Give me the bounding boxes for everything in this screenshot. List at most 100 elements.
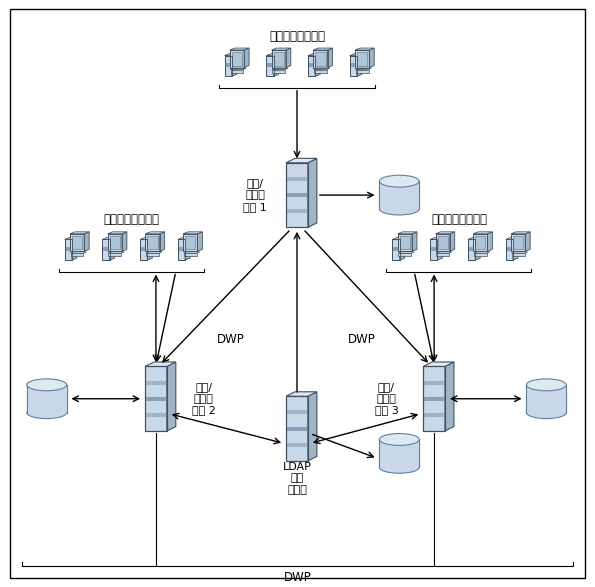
FancyBboxPatch shape	[183, 234, 198, 251]
Bar	[527, 385, 566, 413]
Polygon shape	[399, 252, 414, 254]
Polygon shape	[167, 362, 176, 431]
Polygon shape	[308, 53, 320, 56]
Bar	[356, 69, 368, 73]
Polygon shape	[184, 252, 200, 254]
Text: 行事曆
資料庫: 行事曆 資料庫	[537, 390, 556, 411]
Text: 行事曆
資料庫: 行事曆 資料庫	[37, 390, 57, 411]
Polygon shape	[244, 48, 249, 68]
Polygon shape	[525, 232, 530, 251]
Polygon shape	[468, 237, 480, 239]
Polygon shape	[436, 252, 452, 254]
FancyBboxPatch shape	[272, 50, 286, 68]
Bar	[380, 440, 419, 467]
Bar	[184, 254, 197, 257]
Polygon shape	[198, 232, 202, 251]
Bar	[273, 69, 285, 73]
Bar	[231, 69, 243, 73]
Bar	[393, 247, 399, 251]
Text: 行事曆
資料庫: 行事曆 資料庫	[389, 186, 409, 208]
Polygon shape	[445, 362, 454, 431]
Bar	[27, 385, 67, 413]
Polygon shape	[308, 158, 317, 227]
FancyBboxPatch shape	[140, 239, 148, 260]
Bar	[287, 443, 307, 447]
FancyBboxPatch shape	[109, 236, 120, 249]
Bar	[146, 380, 166, 384]
FancyBboxPatch shape	[468, 239, 475, 260]
FancyBboxPatch shape	[108, 234, 122, 251]
Bar	[267, 63, 273, 67]
FancyBboxPatch shape	[145, 366, 167, 431]
Polygon shape	[512, 252, 528, 254]
Polygon shape	[436, 232, 455, 234]
Polygon shape	[65, 237, 77, 239]
Bar	[436, 254, 449, 257]
Text: 行事曆一般使用者: 行事曆一般使用者	[431, 214, 487, 227]
Polygon shape	[183, 232, 202, 234]
Bar	[507, 247, 512, 251]
Bar	[309, 63, 314, 67]
Bar	[287, 427, 307, 430]
Bar	[380, 181, 419, 209]
FancyBboxPatch shape	[72, 236, 82, 249]
Polygon shape	[314, 68, 330, 69]
Polygon shape	[474, 252, 490, 254]
Bar	[179, 247, 184, 251]
Polygon shape	[178, 237, 190, 239]
Polygon shape	[230, 48, 249, 50]
FancyBboxPatch shape	[475, 236, 486, 249]
Bar	[351, 63, 356, 67]
Ellipse shape	[527, 379, 566, 391]
Polygon shape	[108, 232, 127, 234]
Bar	[146, 397, 166, 401]
Polygon shape	[369, 48, 374, 68]
FancyBboxPatch shape	[145, 234, 159, 251]
Polygon shape	[450, 232, 455, 251]
FancyBboxPatch shape	[70, 234, 84, 251]
Bar	[380, 181, 419, 209]
FancyBboxPatch shape	[393, 239, 400, 260]
FancyBboxPatch shape	[398, 234, 412, 251]
Polygon shape	[314, 48, 333, 50]
FancyBboxPatch shape	[178, 239, 185, 260]
Polygon shape	[102, 237, 115, 239]
Polygon shape	[84, 232, 89, 251]
Bar	[141, 247, 146, 251]
FancyBboxPatch shape	[430, 239, 437, 260]
FancyBboxPatch shape	[232, 52, 242, 66]
FancyBboxPatch shape	[230, 50, 244, 68]
FancyBboxPatch shape	[473, 234, 487, 251]
Bar	[65, 247, 71, 251]
FancyBboxPatch shape	[267, 56, 274, 76]
Bar	[27, 385, 67, 413]
Polygon shape	[267, 53, 278, 56]
Text: DWP: DWP	[347, 333, 375, 346]
FancyBboxPatch shape	[423, 366, 445, 431]
Text: 前端/
後端伺
服器 1: 前端/ 後端伺 服器 1	[243, 178, 267, 212]
Polygon shape	[185, 237, 190, 260]
Text: DWP: DWP	[217, 333, 245, 346]
Bar	[424, 380, 444, 384]
Polygon shape	[357, 53, 362, 76]
Polygon shape	[393, 237, 405, 239]
Polygon shape	[109, 237, 115, 260]
Polygon shape	[148, 237, 152, 260]
Bar	[512, 254, 525, 257]
FancyBboxPatch shape	[65, 239, 72, 260]
Polygon shape	[328, 48, 333, 68]
FancyBboxPatch shape	[286, 163, 308, 227]
Ellipse shape	[27, 379, 67, 391]
Bar	[287, 410, 307, 414]
Polygon shape	[286, 392, 317, 396]
Polygon shape	[71, 252, 86, 254]
Polygon shape	[473, 232, 493, 234]
Polygon shape	[273, 68, 288, 69]
FancyBboxPatch shape	[436, 234, 450, 251]
Bar	[399, 254, 411, 257]
Polygon shape	[146, 252, 162, 254]
Polygon shape	[308, 392, 317, 461]
Bar	[226, 63, 231, 67]
FancyBboxPatch shape	[437, 236, 448, 249]
Text: 行事曆一般使用者: 行事曆一般使用者	[103, 214, 159, 227]
